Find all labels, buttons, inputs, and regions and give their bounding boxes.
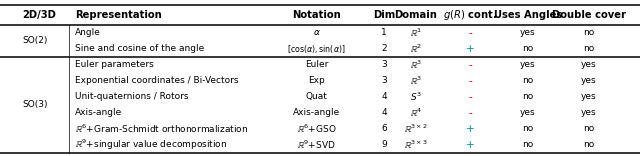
Text: -: -	[468, 108, 472, 118]
Text: 2: 2	[381, 44, 387, 53]
Text: +: +	[466, 124, 475, 134]
Text: $\mathbb{R}^4$: $\mathbb{R}^4$	[410, 107, 422, 119]
Text: Sine and cosine of the angle: Sine and cosine of the angle	[75, 44, 204, 53]
Text: Euler: Euler	[305, 60, 328, 69]
Text: Exp: Exp	[308, 76, 325, 85]
Text: 3: 3	[381, 76, 387, 85]
Text: $[\cos(\alpha),\sin(\alpha)]$: $[\cos(\alpha),\sin(\alpha)]$	[287, 43, 346, 55]
Text: SO(2): SO(2)	[22, 36, 48, 45]
Text: no: no	[522, 124, 534, 133]
Text: $\mathbb{R}^9$+SVD: $\mathbb{R}^9$+SVD	[298, 139, 336, 151]
Text: +: +	[466, 44, 475, 54]
Text: $g(R)$ cont.: $g(R)$ cont.	[444, 8, 497, 22]
Text: Euler parameters: Euler parameters	[75, 60, 154, 69]
Text: 9: 9	[381, 140, 387, 149]
Text: SO(3): SO(3)	[22, 100, 48, 109]
Text: -: -	[468, 60, 472, 70]
Text: Quat: Quat	[306, 92, 328, 101]
Text: 4: 4	[381, 108, 387, 117]
Text: 4: 4	[381, 92, 387, 101]
Text: yes: yes	[581, 76, 596, 85]
Text: Notation: Notation	[292, 10, 341, 20]
Text: Uses Angles: Uses Angles	[494, 10, 562, 20]
Text: yes: yes	[520, 28, 536, 37]
Text: yes: yes	[581, 92, 596, 101]
Text: $\mathbb{R}^2$: $\mathbb{R}^2$	[410, 43, 422, 55]
Text: -: -	[468, 76, 472, 86]
Text: 3: 3	[381, 60, 387, 69]
Text: Unit-quaternions / Rotors: Unit-quaternions / Rotors	[75, 92, 188, 101]
Text: $\mathbb{R}^9$+singular value decomposition: $\mathbb{R}^9$+singular value decomposit…	[75, 138, 227, 152]
Text: yes: yes	[581, 60, 596, 69]
Text: Exponential coordinates / Bi-Vectors: Exponential coordinates / Bi-Vectors	[75, 76, 238, 85]
Text: no: no	[522, 140, 534, 149]
Text: $\mathbb{R}^3$: $\mathbb{R}^3$	[410, 58, 422, 71]
Text: $\mathbb{R}^{3\times 3}$: $\mathbb{R}^{3\times 3}$	[404, 139, 428, 151]
Text: no: no	[583, 124, 595, 133]
Text: no: no	[522, 92, 534, 101]
Text: Axis-angle: Axis-angle	[293, 108, 340, 117]
Text: -: -	[468, 92, 472, 102]
Text: no: no	[583, 140, 595, 149]
Text: Angle: Angle	[75, 28, 100, 37]
Text: no: no	[583, 44, 595, 53]
Text: yes: yes	[520, 108, 536, 117]
Text: yes: yes	[581, 108, 596, 117]
Text: 2D/3D: 2D/3D	[22, 10, 56, 20]
Text: 6: 6	[381, 124, 387, 133]
Text: $\mathbb{R}^{3\times 2}$: $\mathbb{R}^{3\times 2}$	[404, 123, 428, 135]
Text: -: -	[468, 28, 472, 38]
Text: +: +	[466, 140, 475, 150]
Text: $S^3$: $S^3$	[410, 91, 422, 103]
Text: $\alpha$: $\alpha$	[313, 28, 321, 37]
Text: no: no	[583, 28, 595, 37]
Text: Dim: Dim	[373, 10, 395, 20]
Text: Double cover: Double cover	[552, 10, 626, 20]
Text: $\mathbb{R}^3$: $\mathbb{R}^3$	[410, 75, 422, 87]
Text: yes: yes	[520, 60, 536, 69]
Text: 1: 1	[381, 28, 387, 37]
Text: Axis-angle: Axis-angle	[75, 108, 122, 117]
Text: no: no	[522, 44, 534, 53]
Text: $\mathbb{R}^6$+GSO: $\mathbb{R}^6$+GSO	[297, 123, 337, 135]
Text: no: no	[522, 76, 534, 85]
Text: $\mathbb{R}^1$: $\mathbb{R}^1$	[410, 27, 422, 39]
Text: Representation: Representation	[75, 10, 162, 20]
Text: $\mathbb{R}^6$+Gram-Schmidt orthonormalization: $\mathbb{R}^6$+Gram-Schmidt orthonormali…	[75, 123, 248, 135]
Text: Domain: Domain	[395, 10, 437, 20]
